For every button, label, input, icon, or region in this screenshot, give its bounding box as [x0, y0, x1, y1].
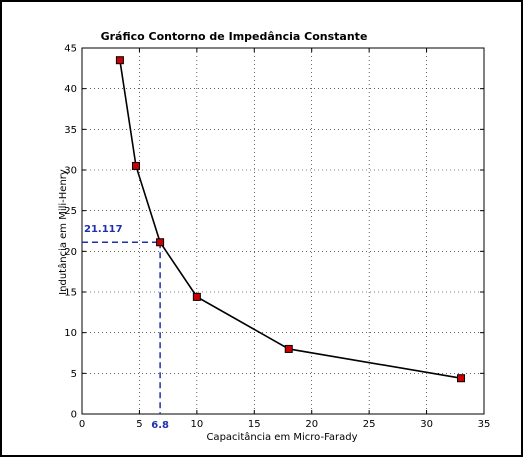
- y-tick-label: 15: [64, 288, 77, 299]
- series-markers: [115, 56, 466, 383]
- y-tick-label: 5: [71, 369, 77, 380]
- plot-area: [81, 47, 485, 415]
- chart-title: Gráfico Contorno de Impedância Constante: [101, 30, 368, 43]
- data-point: [192, 292, 201, 301]
- y-tick-label: 20: [64, 247, 77, 258]
- x-tick-label: 30: [420, 419, 433, 430]
- data-point: [284, 344, 293, 353]
- grid: [82, 48, 484, 414]
- data-point: [156, 238, 165, 247]
- x-tick-label: 5: [136, 419, 142, 430]
- y-tick-label: 0: [71, 410, 77, 421]
- y-tick-label: 35: [64, 125, 77, 136]
- annotation: 21.117 6.8: [82, 224, 169, 431]
- y-tick-label: 25: [64, 206, 77, 217]
- data-point: [131, 161, 140, 170]
- x-axis-label: Capacitância em Micro-Farady: [206, 431, 357, 443]
- data-point: [115, 56, 124, 65]
- x-tick-label: 10: [190, 419, 203, 430]
- x-tick-label: 20: [305, 419, 318, 430]
- x-tick-label: 35: [478, 419, 491, 430]
- axis-ticks: 0 5 10 15 20 25 30 35 0 5 10 15 20 25 30 35 40 45: [64, 44, 490, 431]
- data-point: [457, 374, 466, 383]
- x-tick-label: 15: [248, 419, 261, 430]
- y-tick-label: 45: [64, 44, 77, 55]
- annotation-y-label: 21.117: [84, 224, 123, 235]
- y-axis-label: Indutância em Mili-Henry: [57, 169, 69, 295]
- x-tick-label: 0: [79, 419, 85, 430]
- y-tick-label: 10: [64, 328, 77, 339]
- series-line: [119, 60, 462, 380]
- y-tick-label: 30: [64, 166, 77, 177]
- x-tick-label: 25: [363, 419, 376, 430]
- annotation-x-label: 6.8: [151, 420, 169, 431]
- y-tick-label: 40: [64, 84, 77, 95]
